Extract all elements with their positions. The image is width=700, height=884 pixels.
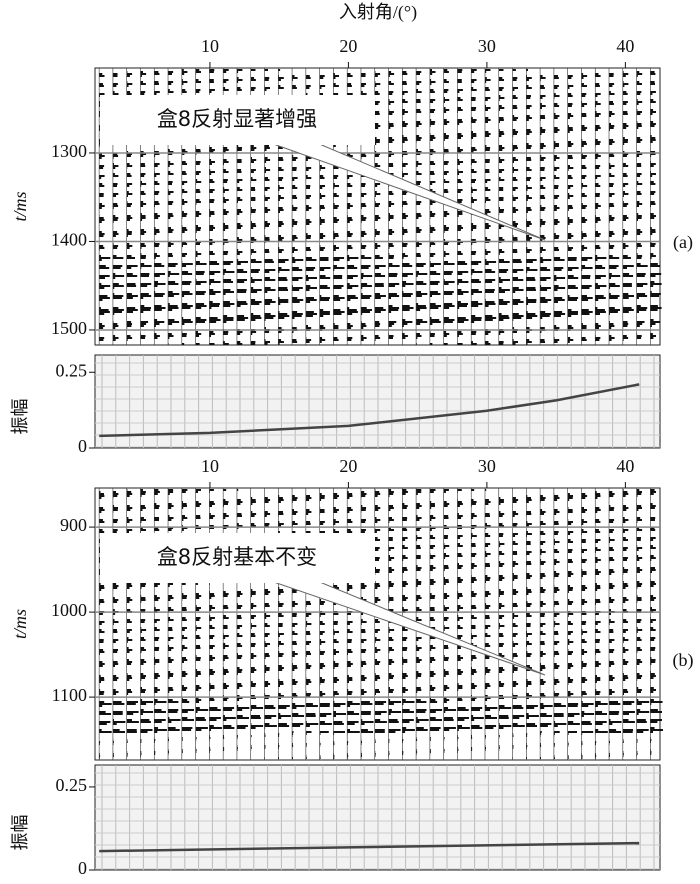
seismic-trace [526, 495, 539, 759]
amplitude-line [99, 383, 640, 438]
y-tick-label: 0 [78, 436, 87, 456]
seismic-trace [429, 489, 443, 755]
seismic-trace [333, 73, 345, 343]
seismic-trace [581, 73, 593, 343]
seismic-trace [650, 489, 663, 757]
x-tick-label: 10 [201, 36, 219, 56]
y-tick-label: 1100 [52, 685, 87, 705]
seismic-trace [553, 493, 567, 759]
seismic-trace [622, 71, 634, 341]
seismic-trace [581, 493, 595, 759]
y-axis-label: t/ms [10, 191, 30, 221]
callout-box [100, 95, 375, 145]
seismic-trace [498, 69, 510, 345]
seismic-trace [126, 71, 138, 341]
seismic-trace [636, 489, 650, 757]
x-tick-label: 20 [339, 36, 357, 56]
seismic-trace [512, 497, 525, 759]
y-tick-label: 1000 [51, 600, 87, 620]
seismic-trace [609, 73, 621, 341]
y-axis-label: t/ms [10, 609, 30, 639]
seismic-trace [485, 69, 497, 345]
seismic-trace [595, 491, 608, 759]
seismic-trace [471, 69, 483, 345]
annotation: 盒8反射基本不变 [157, 545, 317, 569]
seismic-trace [429, 69, 441, 345]
x-tick-label: 40 [616, 456, 634, 476]
seismic-trace [540, 495, 553, 759]
x-tick-label: 40 [616, 36, 634, 56]
seismic-trace [498, 497, 512, 759]
seismic-trace [305, 75, 317, 343]
seismic-trace [388, 71, 400, 339]
y-tick-label: 900 [60, 515, 87, 535]
seismic-trace [485, 489, 498, 751]
seismic-trace [650, 71, 662, 339]
seismic-trace [236, 69, 249, 345]
seismic-trace [347, 73, 359, 341]
y-tick-label: 1400 [51, 230, 87, 250]
seismic-trace [567, 75, 579, 343]
seismic-trace [140, 489, 154, 757]
panel-label: (a) [673, 232, 693, 253]
seismic-trace [99, 491, 112, 759]
seismic-trace [250, 497, 264, 759]
x-tick-label: 30 [478, 36, 496, 56]
seismic-trace [443, 69, 455, 345]
seismic-trace [567, 493, 580, 759]
annotation: 盒8反射显著增强 [157, 107, 317, 131]
seismic-trace [526, 69, 538, 345]
seismic-trace [388, 489, 402, 757]
seismic-trace [99, 73, 111, 341]
seismic-trace [457, 489, 470, 753]
panel-label: (b) [673, 650, 694, 671]
seismic-trace [402, 71, 414, 339]
x-tick-label: 30 [478, 456, 496, 476]
callout-box [100, 533, 375, 583]
amplitude-line [99, 841, 640, 853]
seismic-trace [540, 75, 552, 343]
y-tick-label: 0 [78, 858, 87, 878]
x-tick-label: 10 [201, 456, 219, 476]
seismic-trace [622, 489, 635, 757]
seismic-trace [471, 489, 484, 753]
y-tick-label: 0.25 [56, 775, 88, 795]
seismic-trace [126, 489, 139, 757]
seismic-trace [636, 71, 648, 339]
x-axis-label: 入射角/(°) [339, 2, 417, 23]
seismic-trace [512, 69, 524, 345]
seismic-trace [457, 69, 469, 345]
seismic-trace [305, 493, 319, 759]
seismic-trace [553, 75, 566, 343]
seismic-trace [595, 73, 607, 341]
x-tick-label: 20 [339, 456, 357, 476]
y-axis-label: 振幅 [10, 399, 30, 435]
seismic-trace [416, 69, 428, 345]
y-tick-label: 0.25 [56, 360, 88, 380]
seismic-trace [416, 489, 429, 755]
seismic-trace [223, 69, 235, 345]
y-axis-label: 振幅 [10, 815, 30, 851]
seismic-trace [292, 75, 304, 343]
seismic-trace [443, 489, 457, 753]
y-tick-label: 1500 [51, 318, 87, 338]
y-tick-label: 1300 [51, 141, 87, 161]
seismic-trace [347, 491, 360, 759]
seismic-trace [402, 489, 415, 757]
seismic-trace [374, 489, 387, 757]
seismic-trace [609, 491, 622, 759]
seismic-trace [374, 71, 386, 341]
